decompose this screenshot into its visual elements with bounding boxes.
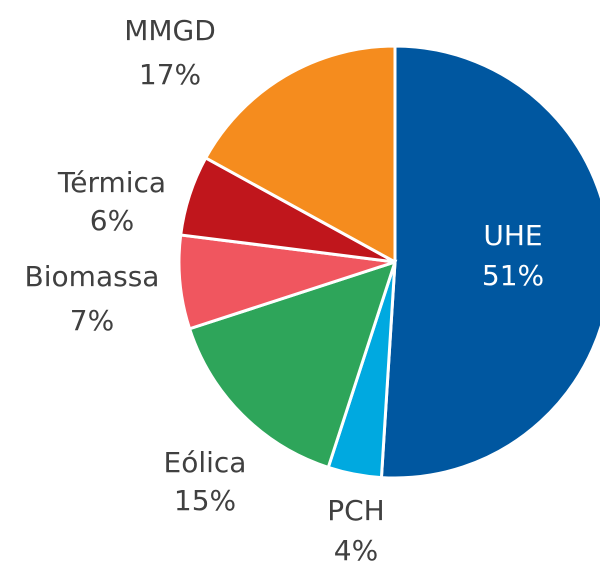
slice-value-label: 51% (482, 259, 544, 292)
slice-label: UHE (483, 219, 542, 252)
slice-value-label: 17% (139, 58, 201, 91)
slice-label: PCH (327, 494, 385, 527)
slice-value-label: 15% (174, 484, 236, 517)
slice-label: MMGD (124, 14, 216, 47)
slice-value-label: 7% (70, 304, 114, 337)
slice-label: Eólica (164, 446, 247, 479)
slice-value-label: 6% (90, 204, 134, 237)
pie-slice (203, 44, 397, 265)
slice-value-label: 4% (334, 534, 378, 567)
pie-slice (379, 44, 600, 480)
slice-label: Biomassa (25, 260, 160, 293)
slice-label: Térmica (57, 166, 166, 199)
